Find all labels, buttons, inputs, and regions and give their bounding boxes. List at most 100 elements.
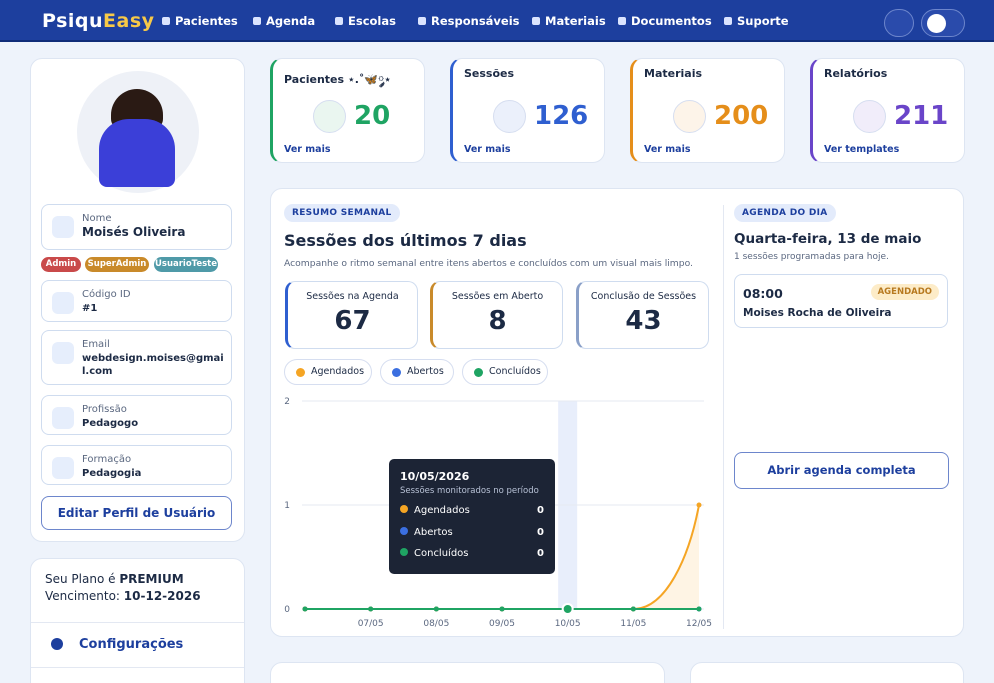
stat-card: Pacientes ⋆.˚🦋༘⋆ 20 Ver mais — [270, 58, 425, 163]
field-icon — [52, 216, 74, 238]
settings-link[interactable]: Configurações — [79, 637, 184, 652]
profile-field: Nome Moisés Oliveira — [41, 204, 232, 250]
stat-icon — [313, 100, 346, 133]
agenda-time: 08:00 — [743, 286, 783, 301]
field-icon — [52, 342, 74, 364]
tooltip-swatch — [400, 548, 408, 556]
nav-item[interactable]: Suporte — [724, 14, 789, 28]
agenda-item[interactable]: 08:00 AGENDADO Moises Rocha de Oliveira — [734, 274, 948, 328]
tooltip-row: Agendados 0 — [400, 505, 544, 516]
avatar — [927, 14, 946, 33]
tooltip-swatch — [400, 526, 408, 535]
stat-value: 200 — [714, 101, 769, 131]
plan-line: Seu Plano é PREMIUM — [45, 572, 184, 586]
agenda-count: 1 sessões programadas para hoje. — [734, 252, 889, 262]
nav-item[interactable]: Documentos — [618, 14, 712, 28]
stat-card: Materiais 200 Ver mais — [630, 58, 785, 163]
field-label: Código ID — [82, 289, 131, 300]
legend-item[interactable]: Agendados — [284, 359, 372, 385]
legend-label: Abertos — [407, 366, 444, 377]
logo[interactable]: PsiquEasy — [42, 10, 155, 32]
nav-item[interactable]: Escolas — [335, 14, 396, 28]
kpi-value: 67 — [334, 306, 371, 336]
stat-link[interactable]: Ver templates — [824, 144, 900, 155]
divider — [31, 622, 244, 623]
stat-card: Sessões 126 Ver mais — [450, 58, 605, 163]
agenda-date: Quarta-feira, 13 de maio — [734, 231, 922, 247]
nav-item[interactable]: Responsáveis — [418, 14, 520, 28]
logo-text: Psiqu — [42, 10, 104, 32]
user-menu[interactable] — [921, 9, 965, 37]
agenda-patient: Moises Rocha de Oliveira — [743, 307, 892, 319]
field-value: Pedagogo — [82, 418, 139, 429]
legend-label: Concluídos — [489, 366, 541, 377]
edit-profile-button[interactable]: Editar Perfil de Usuário — [41, 496, 232, 530]
kpi-label: Sessões em Aberto — [451, 291, 544, 302]
data-point — [368, 606, 374, 612]
field-icon — [52, 292, 74, 314]
nav-item[interactable]: Pacientes — [162, 14, 238, 28]
stat-title: Materiais — [644, 67, 703, 80]
tooltip: 10/05/2026 Sessões monitorados no períod… — [389, 459, 555, 574]
bottom-card — [270, 662, 665, 683]
weekly-panel — [270, 188, 964, 637]
x-tick-label: 12/05 — [686, 619, 712, 629]
plan-label: Seu Plano é — [45, 572, 116, 586]
weekly-title: Sessões dos últimos 7 dias — [284, 231, 527, 250]
tooltip-label: Agendados — [414, 505, 470, 516]
data-point — [302, 606, 308, 612]
legend-item[interactable]: Abertos — [380, 359, 454, 385]
kpi-value: 43 — [625, 306, 662, 336]
profile-photo — [77, 71, 199, 193]
settings-icon — [51, 638, 63, 650]
plan-name: PREMIUM — [119, 572, 184, 586]
field-icon — [52, 407, 74, 429]
plan-due-label: Vencimento: — [45, 589, 120, 603]
legend-label: Agendados — [311, 366, 365, 377]
tooltip-value: 0 — [537, 548, 544, 559]
x-tick-label: 08/05 — [423, 619, 449, 629]
nav-item[interactable]: Materiais — [532, 14, 606, 28]
y-tick-label: 0 — [284, 605, 290, 615]
kpi-card: Conclusão de Sessões 43 — [576, 281, 709, 349]
stat-title: Pacientes ⋆.˚🦋༘⋆ — [284, 73, 392, 86]
field-label: Email — [82, 339, 110, 350]
bottom-card — [690, 662, 964, 683]
photo-body — [99, 119, 175, 187]
tooltip-swatch — [400, 505, 408, 513]
kpi-value: 8 — [488, 306, 507, 336]
divider — [723, 205, 724, 629]
logo-text-accent: Easy — [103, 10, 155, 32]
profile-field: Profissão Pedagogo — [41, 395, 232, 435]
data-point — [433, 606, 439, 612]
stat-link[interactable]: Ver mais — [644, 144, 691, 155]
stat-icon — [493, 100, 526, 133]
plan-due-line: Vencimento: 10-12-2026 — [45, 589, 201, 603]
legend-swatch — [296, 368, 305, 377]
tooltip-value: 0 — [537, 526, 544, 538]
stat-title: Relatórios — [824, 67, 888, 80]
navbar: PsiquEasy Pacientes Agenda Escolas Responsá… — [0, 0, 994, 42]
y-tick-label: 2 — [284, 397, 290, 407]
stat-link[interactable]: Ver mais — [464, 144, 511, 155]
tooltip-row: Concluídos 0 — [400, 548, 544, 559]
stat-value: 211 — [894, 101, 949, 131]
field-label: Profissão — [82, 404, 127, 415]
profile-field: Formação Pedagogia — [41, 445, 232, 485]
notifications-button[interactable] — [884, 9, 914, 37]
y-tick-label: 1 — [284, 501, 290, 511]
field-label: Nome — [82, 213, 112, 224]
field-value: Moisés Oliveira — [82, 225, 186, 239]
stat-link[interactable]: Ver mais — [284, 144, 331, 155]
tooltip-row: Abertos 0 — [400, 526, 544, 538]
x-tick-label: 11/05 — [620, 619, 646, 629]
nav-item[interactable]: Agenda — [253, 14, 315, 28]
data-point — [499, 606, 505, 612]
profile-field: Email webdesign.moises@gmail.com — [41, 330, 232, 385]
open-agenda-button[interactable]: Abrir agenda completa — [734, 452, 949, 489]
legend-item[interactable]: Concluídos — [462, 359, 548, 385]
line-chart: 0 1 2 07/05 08/05 09/05 10/05 11/05 12/05 — [284, 397, 712, 629]
data-point — [561, 603, 574, 615]
kpi-label: Conclusão de Sessões — [590, 291, 697, 302]
kpi-card: Sessões na Agenda 67 — [285, 281, 418, 349]
